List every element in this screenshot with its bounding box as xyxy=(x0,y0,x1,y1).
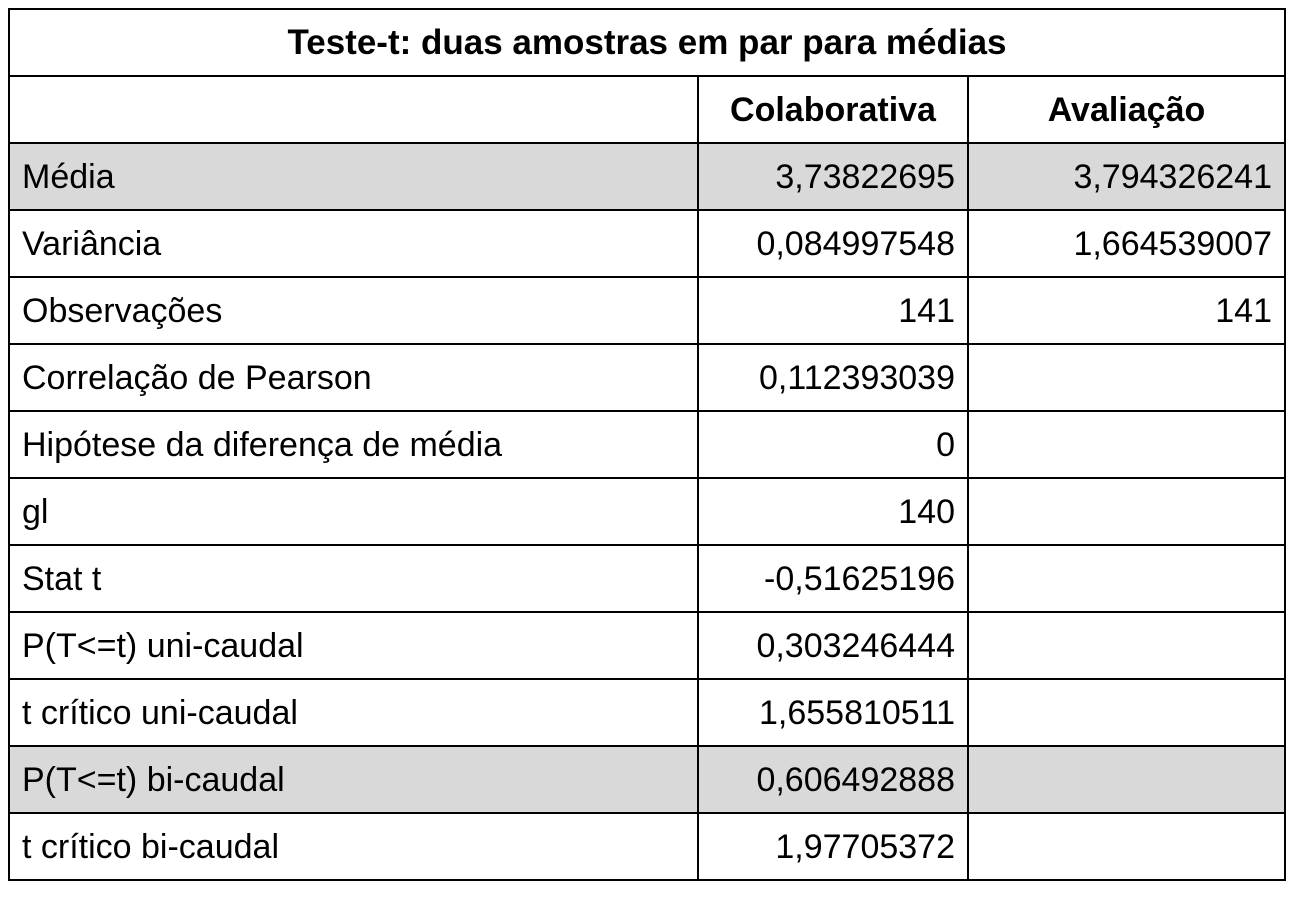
avaliacao-value: 1,664539007 xyxy=(967,209,1286,278)
avaliacao-value xyxy=(967,410,1286,479)
row-label: Variância xyxy=(8,209,699,278)
row-label: gl xyxy=(8,477,699,546)
table-body: Média 3,73822695 3,794326241 Variância 0,084… xyxy=(8,142,1286,881)
avaliacao-value: 3,794326241 xyxy=(967,142,1286,211)
table-title: Teste-t: duas amostras em par para média… xyxy=(8,8,1286,77)
row-label: Hipótese da diferença de média xyxy=(8,410,699,479)
avaliacao-value xyxy=(967,544,1286,613)
colaborativa-value: 0,606492888 xyxy=(697,745,969,814)
colaborativa-value: 0,112393039 xyxy=(697,343,969,412)
row-label: P(T<=t) bi-caudal xyxy=(8,745,699,814)
avaliacao-value xyxy=(967,611,1286,680)
table-row: Stat t -0,51625196 xyxy=(8,544,1286,613)
header-empty-cell xyxy=(8,75,699,144)
header-avaliacao: Avaliação xyxy=(967,75,1286,144)
colaborativa-value: 1,97705372 xyxy=(697,812,969,881)
avaliacao-value: 141 xyxy=(967,276,1286,345)
colaborativa-value: 140 xyxy=(697,477,969,546)
t-test-table: Teste-t: duas amostras em par para média… xyxy=(8,8,1286,881)
table-row: Variância 0,084997548 1,664539007 xyxy=(8,209,1286,278)
row-label: Média xyxy=(8,142,699,211)
colaborativa-value: 0,303246444 xyxy=(697,611,969,680)
avaliacao-value xyxy=(967,477,1286,546)
table-row: P(T<=t) uni-caudal 0,303246444 xyxy=(8,611,1286,680)
row-label: Observações xyxy=(8,276,699,345)
avaliacao-value xyxy=(967,745,1286,814)
table-row: t crítico bi-caudal 1,97705372 xyxy=(8,812,1286,881)
table-row: Observações 141 141 xyxy=(8,276,1286,345)
header-row: Colaborativa Avaliação xyxy=(8,75,1286,144)
row-label: Stat t xyxy=(8,544,699,613)
header-colaborativa: Colaborativa xyxy=(697,75,969,144)
colaborativa-value: -0,51625196 xyxy=(697,544,969,613)
table-row: Hipótese da diferença de média 0 xyxy=(8,410,1286,479)
table-row: Correlação de Pearson 0,112393039 xyxy=(8,343,1286,412)
row-label: t crítico bi-caudal xyxy=(8,812,699,881)
colaborativa-value: 0 xyxy=(697,410,969,479)
colaborativa-value: 1,655810511 xyxy=(697,678,969,747)
avaliacao-value xyxy=(967,343,1286,412)
row-label: Correlação de Pearson xyxy=(8,343,699,412)
table-row: P(T<=t) bi-caudal 0,606492888 xyxy=(8,745,1286,814)
colaborativa-value: 3,73822695 xyxy=(697,142,969,211)
avaliacao-value xyxy=(967,812,1286,881)
row-label: t crítico uni-caudal xyxy=(8,678,699,747)
avaliacao-value xyxy=(967,678,1286,747)
table-row: t crítico uni-caudal 1,655810511 xyxy=(8,678,1286,747)
row-label: P(T<=t) uni-caudal xyxy=(8,611,699,680)
title-row: Teste-t: duas amostras em par para média… xyxy=(8,8,1286,77)
colaborativa-value: 0,084997548 xyxy=(697,209,969,278)
colaborativa-value: 141 xyxy=(697,276,969,345)
table-row: Média 3,73822695 3,794326241 xyxy=(8,142,1286,211)
table-row: gl 140 xyxy=(8,477,1286,546)
